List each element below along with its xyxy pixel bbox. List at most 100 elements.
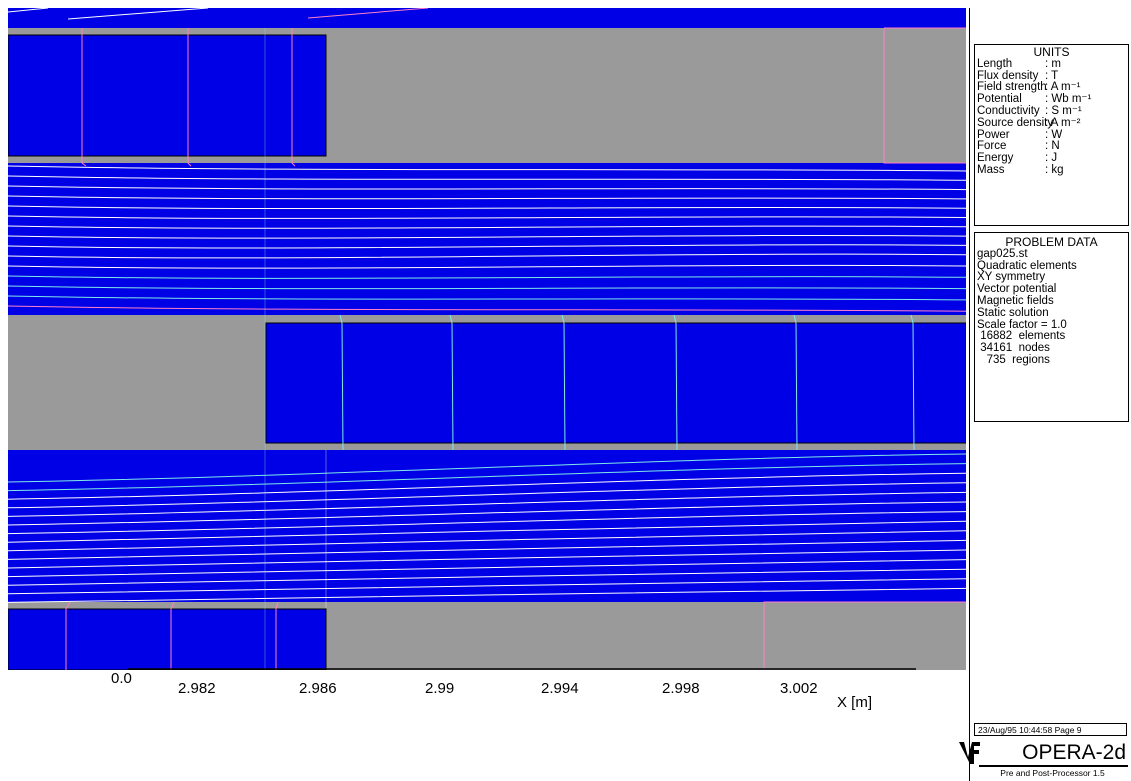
units-row: Length : m [975, 57, 1128, 71]
flux-contour-line [339, 314, 344, 451]
problem-line: Scale factor = 1.0 [977, 318, 1067, 331]
flux-contour-line [763, 601, 966, 670]
flux-contour-line [187, 28, 192, 167]
flux-contour-line [65, 601, 71, 670]
units-panel: UNITS Length : m Flux density : T Field st… [974, 44, 1129, 226]
unit-name: Length [977, 57, 1013, 70]
unit-value: : Wb m⁻¹ [1045, 93, 1092, 106]
flux-contour-line [561, 314, 566, 451]
flux-contour-line [275, 601, 279, 670]
flux-contour-line [8, 195, 966, 200]
unit-value: : m [1045, 57, 1061, 70]
units-row: Field strength: A m⁻¹ [975, 82, 1128, 94]
flux-contour-line [8, 253, 966, 259]
flux-contour-line [291, 28, 296, 167]
flux-contour-line [8, 453, 966, 483]
x-tick-label-3002: 3.002 [780, 680, 818, 697]
units-row: Conductivity : S m⁻¹ [975, 104, 1128, 118]
unit-value: : T [1045, 69, 1059, 82]
flux-contour-line [883, 28, 966, 164]
vf-logo-icon [959, 742, 980, 764]
flux-contour-line [8, 264, 966, 269]
flux-contour-line [8, 8, 49, 13]
flux-contour-line [8, 511, 966, 535]
unit-value: : S m⁻¹ [1045, 104, 1082, 117]
panel-divider [969, 8, 970, 781]
x-tick-label-2986: 2.986 [299, 680, 337, 697]
problem-line: Quadratic elements [977, 259, 1077, 272]
flux-contour-line [307, 8, 429, 19]
flux-contour-line [8, 165, 966, 172]
unit-name: Potential [977, 93, 1022, 106]
opera-logo: OPERA-2d Pre and Post-Processor 1.5 [959, 738, 1128, 780]
flux-contour-line [8, 244, 966, 249]
unit-value: : kg [1045, 163, 1064, 176]
unit-name: Source density [977, 116, 1054, 129]
units-row: Source density: A m⁻² [975, 116, 1128, 130]
flux-contour-line [8, 568, 966, 586]
problem-line: 16882 elements [977, 330, 1066, 343]
flux-contour-line [910, 314, 915, 451]
flux-contour-line [8, 482, 966, 509]
units-row: Power : W [975, 128, 1128, 142]
unit-name: Energy [977, 152, 1014, 165]
flux-contour-line [8, 175, 966, 181]
unit-name: Field strength [977, 81, 1047, 94]
flux-contour-line [8, 205, 966, 210]
flux-contour-line [8, 587, 966, 603]
flux-contour-line [8, 549, 966, 569]
flux-contour-line [8, 234, 966, 239]
problem-line: 735 regions [977, 353, 1050, 366]
unit-name: Power [977, 128, 1010, 141]
x-tick-label-2982: 2.982 [178, 680, 216, 697]
x-axis-label: X [m] [837, 694, 873, 711]
flux-contour-line [8, 463, 966, 492]
units-row: Energy : J [975, 152, 1128, 165]
origin-label: 0.0 [111, 670, 132, 687]
logo-subtitle: Pre and Post-Processor 1.5 [1000, 768, 1105, 778]
problem-line: XY symmetry [977, 271, 1046, 284]
flux-contour-plot [8, 8, 966, 670]
flux-contour-line [8, 539, 966, 560]
flux-contour-line [8, 275, 966, 279]
flux-contour-line [67, 8, 209, 20]
unit-value: : J [1045, 152, 1058, 165]
flux-contour-line [8, 491, 966, 517]
logo-text: OPERA-2d [979, 741, 1128, 767]
unit-name: Force [977, 140, 1007, 153]
x-tick-label-2998: 2.998 [662, 680, 700, 697]
unit-name: Conductivity [977, 104, 1040, 117]
field-plot [8, 8, 966, 670]
flux-contour-line [8, 501, 966, 526]
problem-data-title: PROBLEM DATA [1005, 235, 1098, 249]
unit-name: Flux density [977, 69, 1039, 82]
units-row: Force : N [975, 141, 1128, 153]
unit-name: Mass [977, 163, 1005, 176]
unit-value: : N [1045, 140, 1060, 153]
units-row: Potential : Wb m⁻¹ [975, 93, 1128, 106]
blue-region [8, 34, 327, 157]
blue-region [265, 322, 966, 444]
problem-line: Vector potential [977, 283, 1057, 296]
flux-contour-line [673, 314, 678, 451]
units-row: Flux density : T [975, 69, 1128, 83]
problem-line: Magnetic fields [977, 294, 1054, 307]
flux-contour-line [8, 472, 966, 500]
blue-region [8, 608, 327, 670]
x-tick-label-2990: 2.99 [425, 680, 455, 697]
flux-contour-line [8, 185, 966, 191]
flux-contour-line [8, 578, 966, 595]
flux-contour-line [81, 28, 87, 167]
problem-line: gap025.st [977, 247, 1028, 260]
units-row: Mass : kg [975, 163, 1128, 177]
flux-contour-line [8, 285, 966, 290]
problem-line: Static solution [977, 306, 1049, 319]
units-title: UNITS [1033, 45, 1070, 59]
flux-contour-line [449, 314, 454, 451]
page-stamp: 23/Aug/95 10:44:58 Page 9 [974, 723, 1127, 736]
flux-contour-line [170, 601, 175, 670]
flux-contour-line [8, 295, 966, 301]
flux-contour-line [8, 559, 966, 578]
flux-contour-line [8, 305, 966, 312]
unit-value: : W [1045, 128, 1063, 141]
